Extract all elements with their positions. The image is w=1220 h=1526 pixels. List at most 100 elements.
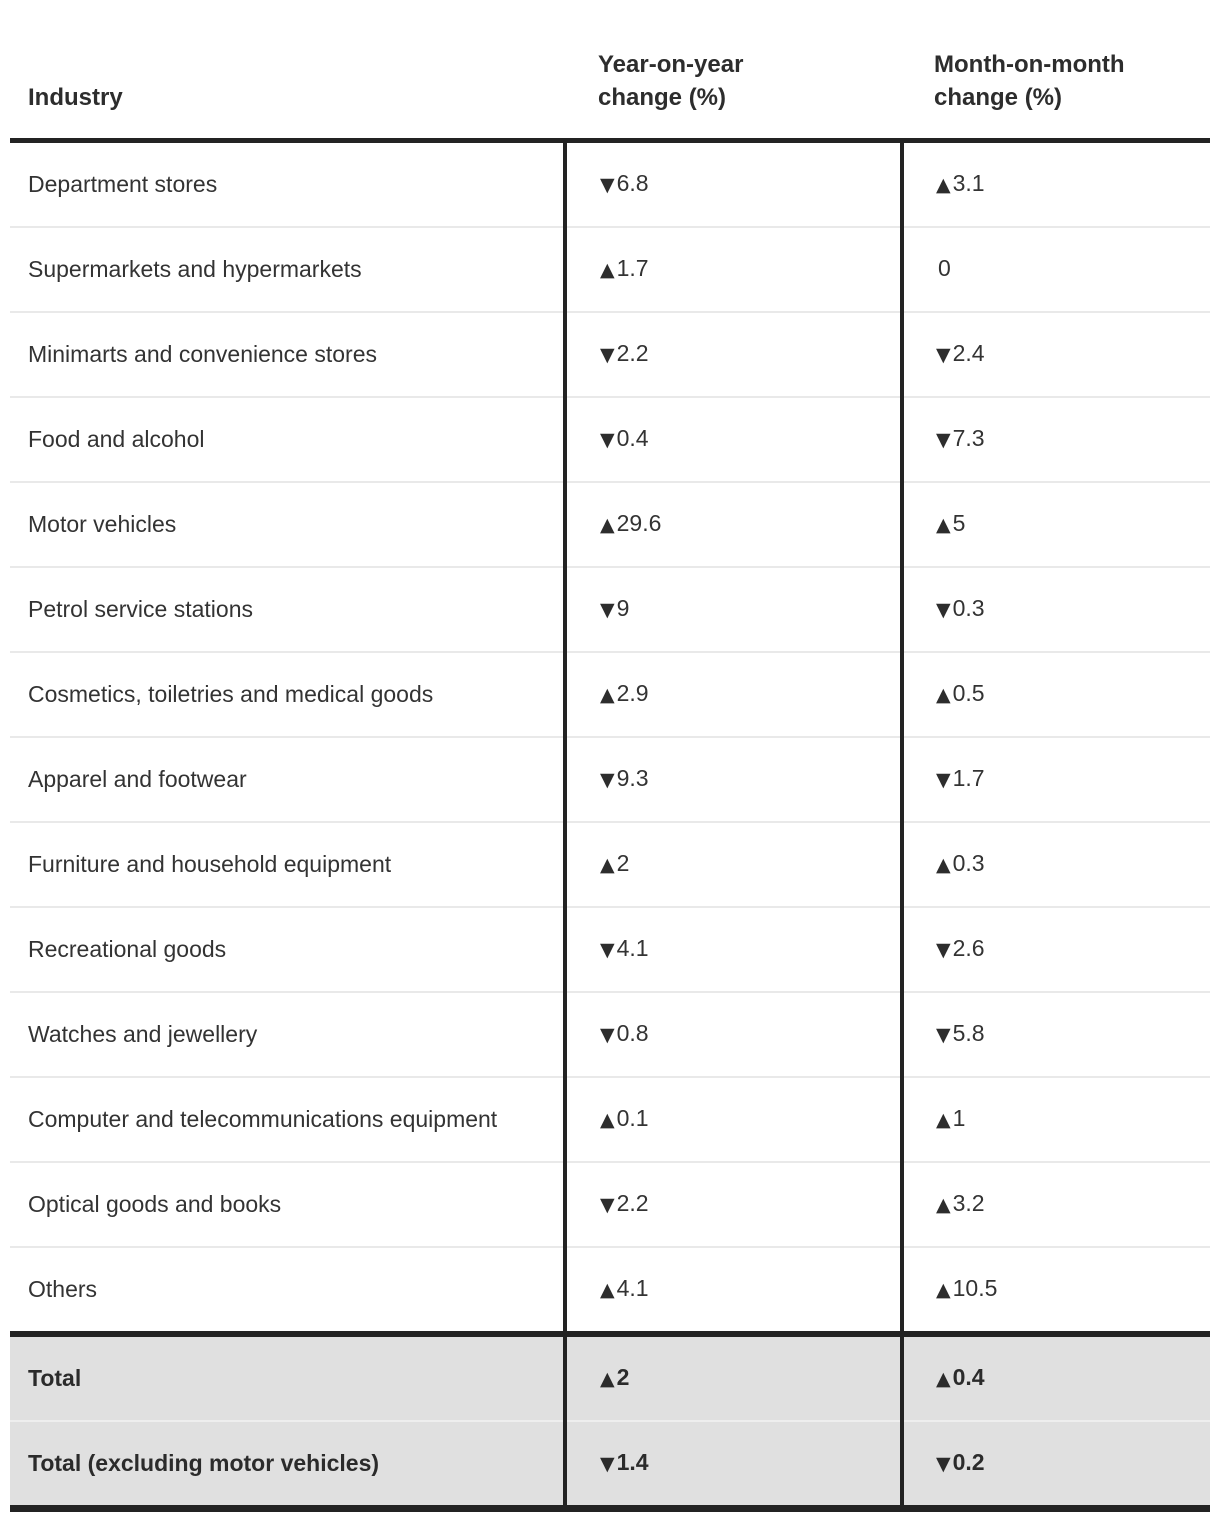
table-row: Cosmetics, toiletries and medical goods … <box>10 652 1210 738</box>
table-row: Others ▲4.1 ▲10.5 <box>10 1247 1210 1335</box>
down-arrow-icon: ▼ <box>600 1024 615 1046</box>
mom-value-cell: ▲1 <box>900 1077 1210 1163</box>
mom-value: 2.4 <box>952 340 985 366</box>
yoy-value: 0.8 <box>616 1020 649 1046</box>
yoy-value: 2 <box>616 1364 630 1390</box>
up-arrow-icon: ▲ <box>936 1194 951 1216</box>
table-row: Department stores ▼6.8 ▲3.1 <box>10 140 1210 228</box>
mom-value-cell: ▲0.3 <box>900 822 1210 908</box>
yoy-value-cell: ▼1.4 <box>563 1421 902 1512</box>
yoy-value-cell: ▲29.6 <box>563 482 902 568</box>
down-arrow-icon: ▼ <box>936 1453 951 1475</box>
header-row: Industry Year-on-year change (%) Month-o… <box>10 48 1210 143</box>
retail-industry-change-table: Industry Year-on-year change (%) Month-o… <box>10 48 1210 1512</box>
mom-value-cell: ▼1.7 <box>900 737 1210 823</box>
mom-value-cell: ▲3.1 <box>900 140 1210 228</box>
mom-value-cell: ▲5 <box>900 482 1210 568</box>
up-arrow-icon: ▲ <box>936 174 951 196</box>
industry-label: Others <box>10 1247 565 1335</box>
industry-label: Optical goods and books <box>10 1162 565 1248</box>
up-arrow-icon: ▲ <box>600 259 615 281</box>
down-arrow-icon: ▼ <box>600 344 615 366</box>
mom-value-cell: ▼5.8 <box>900 992 1210 1078</box>
yoy-value: 0.1 <box>616 1105 649 1131</box>
industry-label: Petrol service stations <box>10 567 565 653</box>
mom-value-cell: ▼0.2 <box>900 1421 1210 1512</box>
industry-label: Watches and jewellery <box>10 992 565 1078</box>
mom-value: 0.4 <box>952 1364 985 1390</box>
industry-label: Food and alcohol <box>10 397 565 483</box>
table-row: Supermarkets and hypermarkets ▲1.7 0 <box>10 227 1210 313</box>
down-arrow-icon: ▼ <box>600 939 615 961</box>
column-header-industry: Industry <box>10 48 565 143</box>
mom-value: 3.2 <box>952 1190 985 1216</box>
yoy-value-cell: ▲1.7 <box>563 227 902 313</box>
industry-label: Total <box>10 1331 565 1422</box>
mom-value-cell: ▲0.5 <box>900 652 1210 738</box>
up-arrow-icon: ▲ <box>600 854 615 876</box>
table-row: Optical goods and books ▼2.2 ▲3.2 <box>10 1162 1210 1248</box>
industry-label: Department stores <box>10 140 565 228</box>
yoy-value-cell: ▲2.9 <box>563 652 902 738</box>
up-arrow-icon: ▲ <box>936 514 951 536</box>
yoy-value: 1.7 <box>616 255 649 281</box>
up-arrow-icon: ▲ <box>600 1109 615 1131</box>
industry-label: Furniture and household equipment <box>10 822 565 908</box>
mom-value-cell: ▼2.6 <box>900 907 1210 993</box>
industry-label: Recreational goods <box>10 907 565 993</box>
yoy-value-cell: ▼0.8 <box>563 992 902 1078</box>
up-arrow-icon: ▲ <box>600 1368 615 1390</box>
industry-label: Total (excluding motor vehicles) <box>10 1421 565 1512</box>
down-arrow-icon: ▼ <box>936 429 951 451</box>
column-header-month-on-month: Month-on-month change (%) <box>902 48 1210 143</box>
mom-value-cell: 0 <box>900 227 1210 313</box>
mom-value: 0.5 <box>952 680 985 706</box>
mom-value: 5.8 <box>952 1020 985 1046</box>
mom-value: 3.1 <box>952 170 985 196</box>
table-row: Apparel and footwear ▼ 9.3 ▼1.7 <box>10 737 1210 823</box>
down-arrow-icon: ▼ <box>600 174 615 196</box>
yoy-value: 1.4 <box>616 1449 649 1475</box>
mom-value: 7.3 <box>952 425 985 451</box>
table-row: Furniture and household equipment ▲2 ▲0.… <box>10 822 1210 908</box>
industry-label: Computer and telecommunications equipmen… <box>10 1077 565 1163</box>
up-arrow-icon: ▲ <box>936 684 951 706</box>
total-row: Total (excluding motor vehicles) ▼1.4 ▼0… <box>10 1421 1210 1512</box>
mom-value: 0.3 <box>952 850 985 876</box>
yoy-value-cell: ▲4.1 <box>563 1247 902 1335</box>
industry-label: Cosmetics, toiletries and medical goods <box>10 652 565 738</box>
industry-label: Motor vehicles <box>10 482 565 568</box>
mom-value-cell: ▼2.4 <box>900 312 1210 398</box>
mom-value-cell: ▲0.4 <box>900 1331 1210 1422</box>
down-arrow-icon: ▼ <box>936 769 951 791</box>
down-arrow-icon: ▼ <box>936 939 951 961</box>
yoy-value: 9 <box>616 595 630 621</box>
table-body: Department stores ▼6.8 ▲3.1 Supermarkets… <box>10 140 1210 1335</box>
up-arrow-icon: ▲ <box>936 1279 951 1301</box>
up-arrow-icon: ▲ <box>600 514 615 536</box>
yoy-value-cell: ▼9 <box>563 567 902 653</box>
table-row: Motor vehicles ▲29.6 ▲5 <box>10 482 1210 568</box>
yoy-value-cell: ▼2.2 <box>563 312 902 398</box>
table-row: Food and alcohol ▼0.4 ▼7.3 <box>10 397 1210 483</box>
yoy-value-cell: ▲2 <box>563 1331 902 1422</box>
mom-value: 0.2 <box>952 1449 985 1475</box>
mom-value: 0 <box>938 255 951 281</box>
yoy-value: 4.1 <box>616 935 649 961</box>
industry-label: Minimarts and convenience stores <box>10 312 565 398</box>
yoy-value: 9.3 <box>616 765 649 791</box>
table-row: Computer and telecommunications equipmen… <box>10 1077 1210 1163</box>
up-arrow-icon: ▲ <box>936 854 951 876</box>
yoy-value-cell: ▲2 <box>563 822 902 908</box>
up-arrow-icon: ▲ <box>600 684 615 706</box>
table-row: Recreational goods ▼4.1 ▼2.6 <box>10 907 1210 993</box>
down-arrow-icon: ▼ <box>936 599 951 621</box>
mom-value-cell: ▲3.2 <box>900 1162 1210 1248</box>
yoy-value: 0.4 <box>616 425 649 451</box>
industry-label: Apparel and footwear <box>10 737 565 823</box>
yoy-value: 2.2 <box>616 1190 649 1216</box>
yoy-value: 29.6 <box>616 510 662 536</box>
down-arrow-icon: ▼ <box>600 599 615 621</box>
table-header: Industry Year-on-year change (%) Month-o… <box>10 48 1210 143</box>
yoy-value: 4.1 <box>616 1275 649 1301</box>
